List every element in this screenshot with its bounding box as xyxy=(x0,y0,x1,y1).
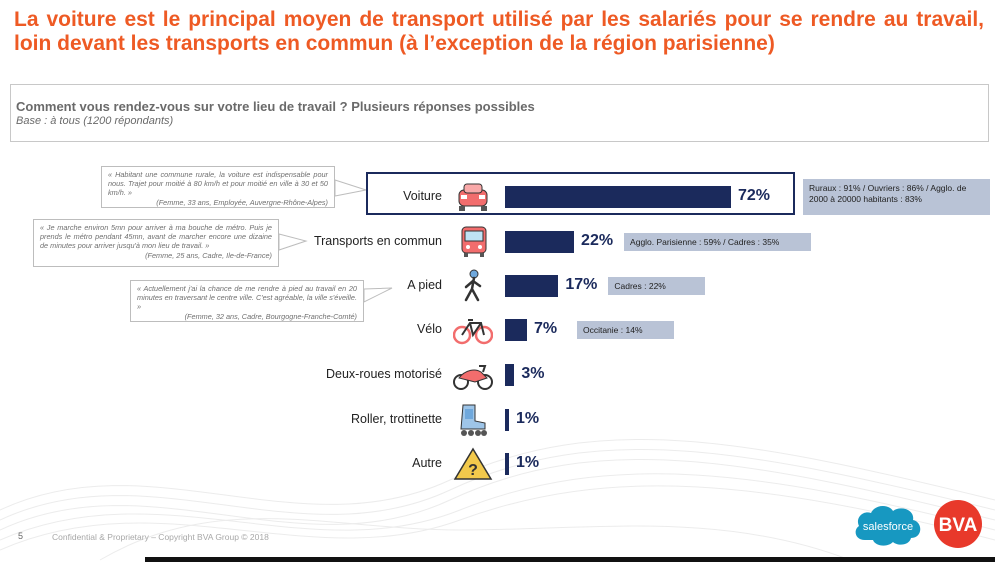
bva-logo: BVA xyxy=(934,500,982,548)
bar xyxy=(505,453,509,475)
bar xyxy=(505,319,527,341)
category-label: Roller, trottinette xyxy=(350,412,442,426)
salesforce-logo: salesforce xyxy=(855,505,921,546)
bar xyxy=(505,409,509,431)
subgroup-note: Cadres : 22% xyxy=(608,277,706,295)
car-icon xyxy=(458,183,488,211)
quote-author: (Femme, 33 ans, Employée, Auvergne-Rhône… xyxy=(156,198,328,207)
subgroup-note: Ruraux : 91% / Ouvriers : 86% / Agglo. d… xyxy=(803,179,990,215)
data-label: 7% xyxy=(533,320,558,337)
quote-author: (Femme, 32 ans, Cadre, Bourgogne-Franche… xyxy=(184,312,357,321)
bar xyxy=(505,231,575,253)
subgroup-note: Occitanie : 14% xyxy=(576,321,674,339)
bicycle-icon xyxy=(453,319,493,345)
question-box: Comment vous rendez-vous sur votre lieu … xyxy=(10,84,989,142)
category-label: Deux-roues motorisé xyxy=(325,367,442,381)
salesforce-logo-text: salesforce xyxy=(863,521,913,533)
motorbike-icon xyxy=(453,365,493,390)
bus-icon xyxy=(461,226,487,257)
data-label: 17% xyxy=(565,276,598,293)
quote-box-walk: « Actuellement j'ai la chance de me rend… xyxy=(130,280,364,322)
data-label: 3% xyxy=(521,365,545,382)
base-text: Base : à tous (1200 répondants) xyxy=(16,115,174,127)
highlight-frame-voiture xyxy=(366,172,795,215)
bar xyxy=(505,364,515,386)
bva-logo-text: BVA xyxy=(939,515,978,536)
data-label: 1% xyxy=(516,454,540,471)
quote-text: « Je marche environ 5mn pour arriver à m… xyxy=(40,223,272,250)
category-label: Autre xyxy=(412,456,442,470)
category-label: Vélo xyxy=(416,322,442,336)
footer-copyright: Confidential & Proprietary – Copyright B… xyxy=(52,532,269,542)
data-label: 22% xyxy=(581,232,614,249)
rollerskate-icon xyxy=(460,404,487,436)
data-label: 1% xyxy=(516,410,540,427)
quote-box-transport: « Je marche environ 5mn pour arriver à m… xyxy=(33,219,279,267)
category-label: A pied xyxy=(407,278,442,292)
category-label: Transports en commun xyxy=(313,234,442,248)
bottom-edge-bar xyxy=(145,557,995,562)
bar xyxy=(505,186,731,208)
background-wave-lines xyxy=(0,439,995,561)
bar xyxy=(505,275,559,297)
question-text: Comment vous rendez-vous sur votre lieu … xyxy=(16,99,535,114)
quote-author: (Femme, 25 ans, Cadre, Ile-de-France) xyxy=(145,251,272,260)
subgroup-note: Agglo. Parisienne : 59% / Cadres : 35% xyxy=(624,233,812,251)
data-label: 72% xyxy=(738,187,771,204)
pedestrian-icon xyxy=(464,269,482,302)
page-title: La voiture est le principal moyen de tra… xyxy=(14,8,984,55)
question-sign-icon: ? xyxy=(453,447,493,480)
page-number: 5 xyxy=(18,531,24,541)
category-label: Voiture xyxy=(403,189,442,203)
quote-text: « Habitant une commune rurale, la voitur… xyxy=(108,170,328,197)
quote-text: « Actuellement j'ai la chance de me rend… xyxy=(137,284,357,311)
svg-text:?: ? xyxy=(468,462,478,479)
